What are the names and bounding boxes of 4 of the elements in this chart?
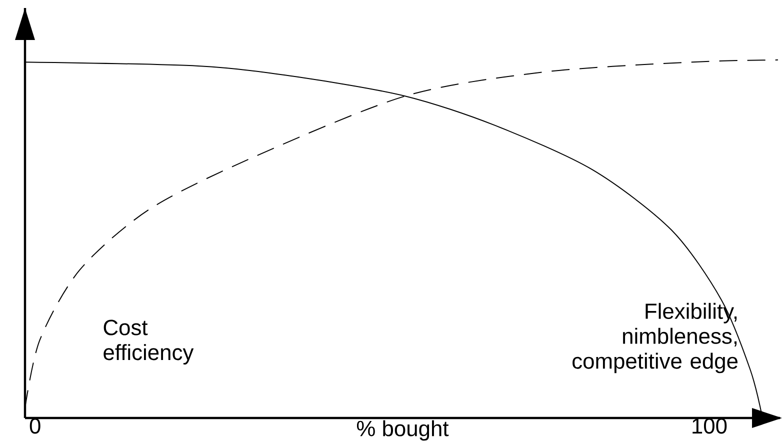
x-axis-title: % bought (356, 420, 449, 441)
x-tick-label: 100 (692, 418, 727, 434)
x-tick-label: 0 (30, 418, 40, 434)
text: Cost efficiency (104, 320, 194, 365)
